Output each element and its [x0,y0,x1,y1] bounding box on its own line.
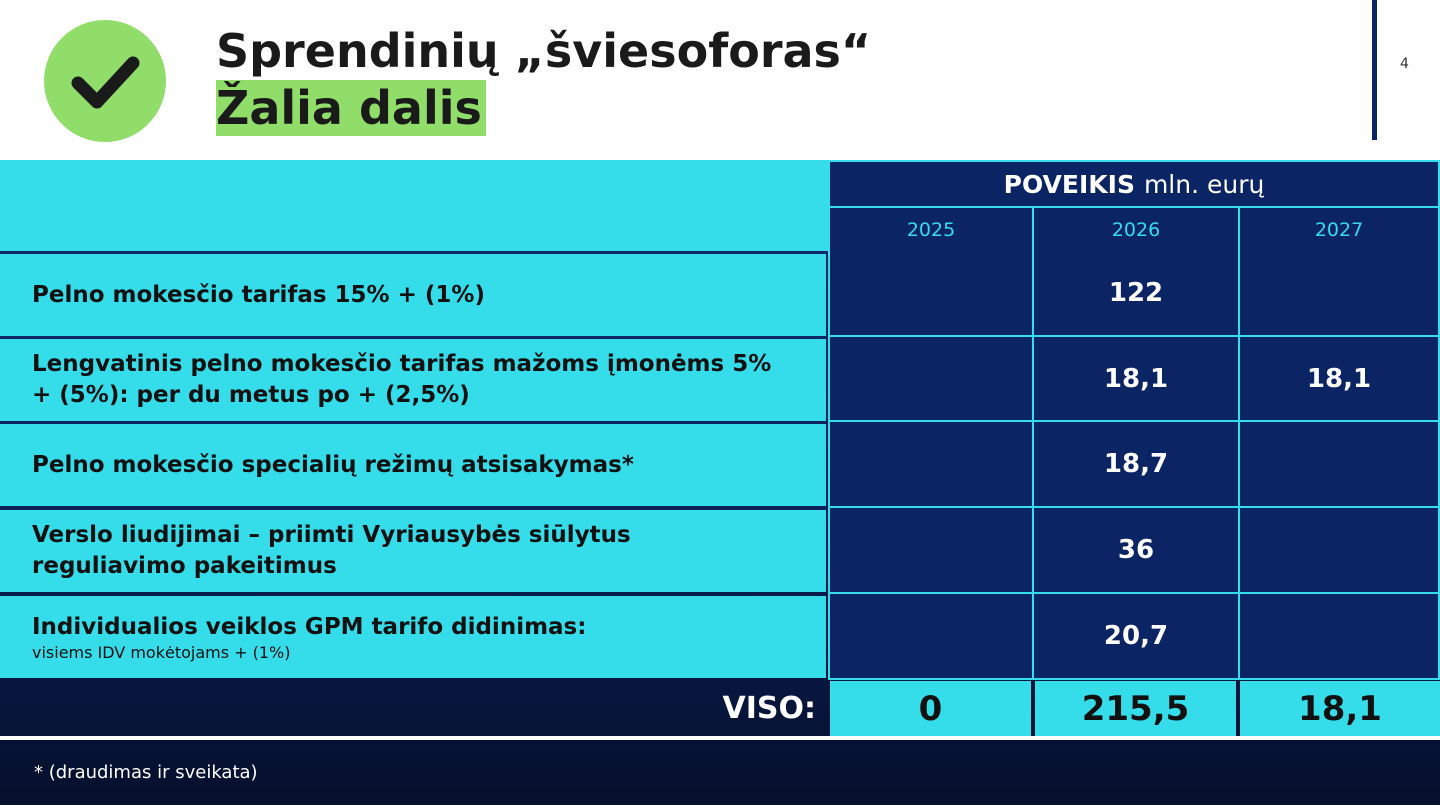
table-head-label-area [0,160,828,251]
page-subtitle: Žalia dalis [216,80,486,136]
table-cell [828,422,1034,508]
page-number: 4 [1400,56,1409,72]
table-cell: 122 [1032,251,1240,337]
table-cell [1238,594,1440,680]
table-cell [828,508,1034,594]
table-bottom-line [0,736,1440,740]
table-cell [828,251,1034,337]
table-cell [1238,251,1440,337]
table-cell: 20,7 [1032,594,1240,680]
status-circle [44,20,166,142]
row-label: Pelno mokesčio specialių režimų atsisaky… [0,424,826,506]
total-cell: 215,5 [1035,681,1236,736]
checkmark-icon [71,56,140,109]
total-label: VISO: [722,691,817,726]
table-cell [1238,422,1440,508]
row-label-text: Pelno mokesčio specialių režimų atsisaky… [32,451,634,478]
row-label: Lengvatinis pelno mokesčio tarifas mažom… [0,339,826,421]
year-header: 2026 [1032,208,1240,253]
table-cell [828,337,1034,422]
row-label: Individualios veiklos GPM tarifo didinim… [0,596,826,678]
table-cell [1238,508,1440,594]
table-cell: 36 [1032,508,1240,594]
impact-header-unit: mln. eurų [1143,169,1265,199]
row-label: Pelno mokesčio tarifas 15% + (1%) [0,254,826,336]
impact-table: POVEIKIS mln. eurų 2025 2026 2027 Pelno … [0,160,1440,805]
row-label-text: Verslo liudijimai – priimti Vyriausybės … [32,522,631,579]
row-label-text: Pelno mokesčio tarifas 15% + (1%) [32,281,485,308]
table-cell [828,594,1034,680]
header-divider [1372,0,1377,140]
impact-header-title: POVEIKIS [1003,169,1135,199]
row-label: Verslo liudijimai – priimti Vyriausybės … [0,510,826,592]
year-header: 2027 [1238,208,1440,253]
footnote: * (draudimas ir sveikata) [34,762,258,783]
slide-header: Sprendinių „šviesoforas“ Žalia dalis 4 [0,0,1440,160]
impact-header: POVEIKIS mln. eurų [828,160,1440,208]
table-cell: 18,1 [1032,337,1240,422]
table-cell: 18,1 [1238,337,1440,422]
year-header: 2025 [828,208,1034,253]
row-label-note: visiems IDV mokėtojams + (1%) [32,642,291,662]
total-cell: 18,1 [1240,681,1440,736]
row-label-text: Individualios veiklos GPM tarifo didinim… [32,613,587,640]
total-cell: 0 [830,681,1031,736]
page-title: Sprendinių „šviesoforas“ [216,24,872,78]
table-cell: 18,7 [1032,422,1240,508]
row-label-text: Lengvatinis pelno mokesčio tarifas mažom… [32,351,772,408]
